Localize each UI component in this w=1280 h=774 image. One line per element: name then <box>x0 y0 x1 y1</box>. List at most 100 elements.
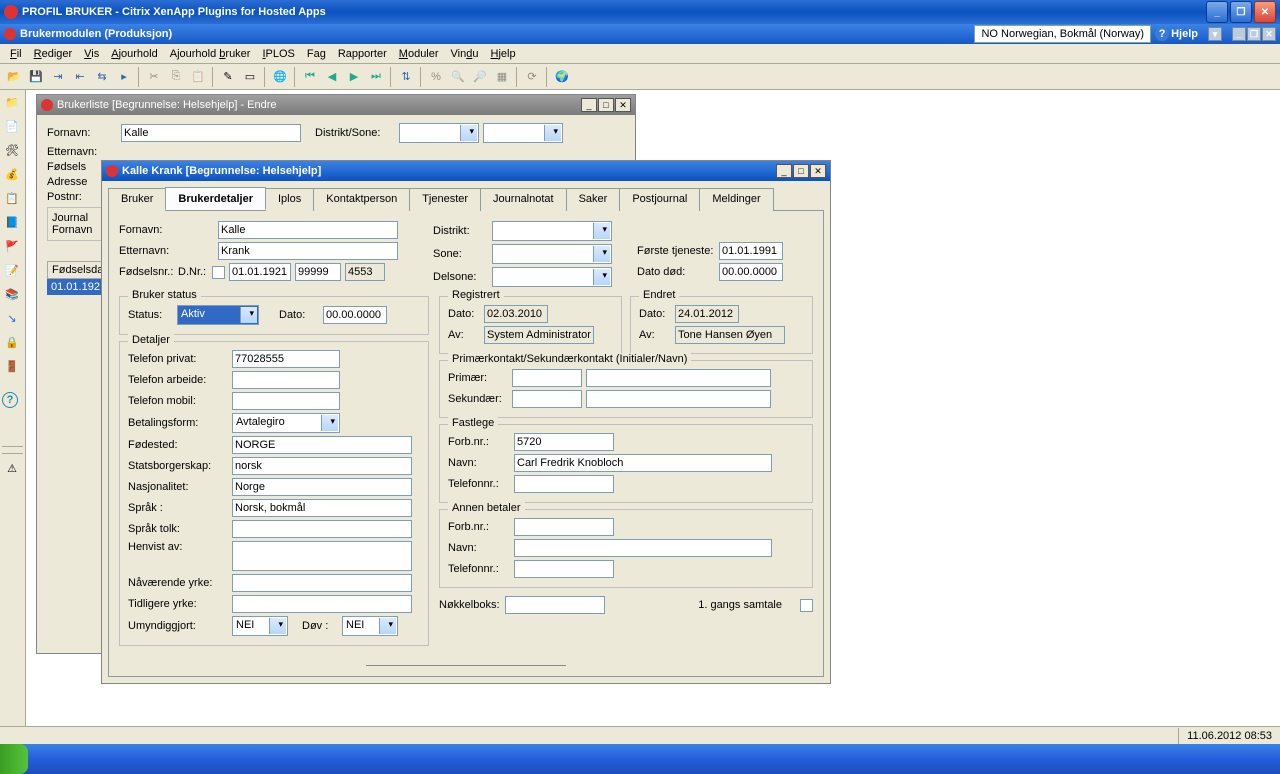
tb-open-icon[interactable]: 📂 <box>4 67 24 87</box>
tb-globe-icon[interactable]: 🌐 <box>270 67 290 87</box>
dlg-maximize[interactable]: □ <box>793 164 809 178</box>
mdi-minimize[interactable]: _ <box>1232 27 1246 41</box>
tel-mob-input[interactable] <box>232 392 340 410</box>
mdi-dropdown[interactable]: ▾ <box>1208 27 1222 41</box>
sb-clipboard-icon[interactable]: 📋 <box>2 188 22 208</box>
bl-minimize[interactable]: _ <box>581 98 597 112</box>
delsone-select[interactable] <box>492 267 612 287</box>
fodsel-2[interactable] <box>295 263 341 281</box>
tb-zoom-in-icon[interactable]: 🔍 <box>448 67 468 87</box>
tb-edit-icon[interactable]: ✎ <box>218 67 238 87</box>
tel-priv-input[interactable] <box>232 350 340 368</box>
maximize-button[interactable]: ❐ <box>1230 1 1252 23</box>
bl-sone-select[interactable] <box>483 123 563 143</box>
sb-books-icon[interactable]: 📚 <box>2 284 22 304</box>
detail-titlebar[interactable]: Kalle Krank [Begrunnelse: Helsehjelp] _ … <box>102 161 830 181</box>
tb-pct-icon[interactable]: % <box>426 67 446 87</box>
ab-forb[interactable] <box>514 518 614 536</box>
menu-hjelp[interactable]: Hjelp <box>484 46 521 62</box>
forste-input[interactable] <box>719 242 783 260</box>
menu-vis[interactable]: Vis <box>78 46 105 62</box>
tb-sort-icon[interactable]: ⇅ <box>396 67 416 87</box>
menu-ajourhold-bruker[interactable]: Ajourhold bruker <box>164 46 257 62</box>
nav-yrke-input[interactable] <box>232 574 412 592</box>
nokkelboks-input[interactable] <box>505 596 605 614</box>
help-button[interactable]: ? Hjelp <box>1155 27 1198 41</box>
distrikt-select[interactable] <box>492 221 612 241</box>
status-select[interactable]: Aktiv <box>177 305 259 325</box>
tb-play-icon[interactable]: ▶ <box>344 67 364 87</box>
sb-book-icon[interactable]: 📘 <box>2 212 22 232</box>
tb-cut-icon[interactable]: ✂ <box>144 67 164 87</box>
fl-navn[interactable] <box>514 454 772 472</box>
tb-paste-icon[interactable]: 📋 <box>188 67 208 87</box>
tel-arb-input[interactable] <box>232 371 340 389</box>
tab-postjournal[interactable]: Postjournal <box>619 188 700 211</box>
language-selector[interactable]: NO Norwegian, Bokmål (Norway) <box>974 25 1151 43</box>
datodod-input[interactable] <box>719 263 783 281</box>
sb-tools-icon[interactable]: 🛠 <box>2 140 22 160</box>
menu-rapporter[interactable]: Rapporter <box>332 46 393 62</box>
sb-arrow-icon[interactable]: ↘ <box>2 308 22 328</box>
tb-icon-6[interactable]: ▸ <box>114 67 134 87</box>
umynd-select[interactable]: NEI <box>232 616 288 636</box>
menu-ajourhold[interactable]: Ajourhold <box>105 46 163 62</box>
tab-brukerdetaljer[interactable]: Brukerdetaljer <box>165 187 266 210</box>
sb-folder-icon[interactable]: 📁 <box>2 92 22 112</box>
tab-tjenester[interactable]: Tjenester <box>409 188 481 211</box>
bl-fornavn-input[interactable] <box>121 124 301 142</box>
tb-next-icon[interactable]: ⏭ <box>366 67 386 87</box>
tb-copy-icon[interactable]: ⎘ <box>166 67 186 87</box>
bl-maximize[interactable]: □ <box>598 98 614 112</box>
tb-calendar-icon[interactable]: ▦ <box>492 67 512 87</box>
sekundar-navn[interactable] <box>586 390 771 408</box>
sb-doc-icon[interactable]: 📄 <box>2 116 22 136</box>
ab-navn[interactable] <box>514 539 772 557</box>
sone-select[interactable] <box>492 244 612 264</box>
primar-navn[interactable] <box>586 369 771 387</box>
tb-refresh-icon[interactable]: ⟳ <box>522 67 542 87</box>
betaling-select[interactable]: Avtalegiro <box>232 413 340 433</box>
dnr-checkbox[interactable] <box>212 266 225 279</box>
tab-iplos[interactable]: Iplos <box>265 188 314 211</box>
tab-meldinger[interactable]: Meldinger <box>699 188 773 211</box>
nasj-input[interactable] <box>232 478 412 496</box>
start-button[interactable] <box>0 744 28 774</box>
sekundar-init[interactable] <box>512 390 582 408</box>
fornavn-input[interactable] <box>218 221 398 239</box>
close-button[interactable]: ✕ <box>1254 1 1276 23</box>
sb-help-icon[interactable]: ? <box>2 392 18 408</box>
tb-icon-4[interactable]: ⇤ <box>70 67 90 87</box>
fodsel-1[interactable] <box>229 263 291 281</box>
sb-money-icon[interactable]: 💰 <box>2 164 22 184</box>
sb-warning-icon[interactable]: ⚠ <box>2 458 22 478</box>
tb-icon-3[interactable]: ⇥ <box>48 67 68 87</box>
menu-fil[interactable]: Fil <box>4 46 28 62</box>
tid-yrke-input[interactable] <box>232 595 412 613</box>
fodested-input[interactable] <box>232 436 412 454</box>
minimize-button[interactable]: _ <box>1206 1 1228 23</box>
henvist-input[interactable] <box>232 541 412 571</box>
bl-distrikt-select[interactable] <box>399 123 479 143</box>
brukerliste-titlebar[interactable]: Brukerliste [Begrunnelse: Helsehjelp] - … <box>37 95 635 115</box>
tab-kontaktperson[interactable]: Kontaktperson <box>313 188 410 211</box>
dov-select[interactable]: NEI <box>342 616 398 636</box>
dlg-minimize[interactable]: _ <box>776 164 792 178</box>
bl-row[interactable]: 01.01.192 <box>47 279 105 295</box>
tab-saker[interactable]: Saker <box>566 188 621 211</box>
tb-first-icon[interactable]: ⏮ <box>300 67 320 87</box>
sb-note-icon[interactable]: 📝 <box>2 260 22 280</box>
sprak-tolk-input[interactable] <box>232 520 412 538</box>
tb-icon-5[interactable]: ⇆ <box>92 67 112 87</box>
fl-forb[interactable] <box>514 433 614 451</box>
bl-col-header[interactable]: Fødselsda <box>47 261 105 279</box>
status-dato-input[interactable] <box>323 306 387 324</box>
sb-lock-icon[interactable]: 🔒 <box>2 332 22 352</box>
menu-vindu[interactable]: Vindu <box>445 46 485 62</box>
ab-tel[interactable] <box>514 560 614 578</box>
stats-input[interactable] <box>232 457 412 475</box>
menu-fag[interactable]: Fag <box>301 46 332 62</box>
mdi-close[interactable]: ✕ <box>1262 27 1276 41</box>
tb-prev-icon[interactable]: ◀ <box>322 67 342 87</box>
menu-iplos[interactable]: IPLOS <box>256 46 300 62</box>
